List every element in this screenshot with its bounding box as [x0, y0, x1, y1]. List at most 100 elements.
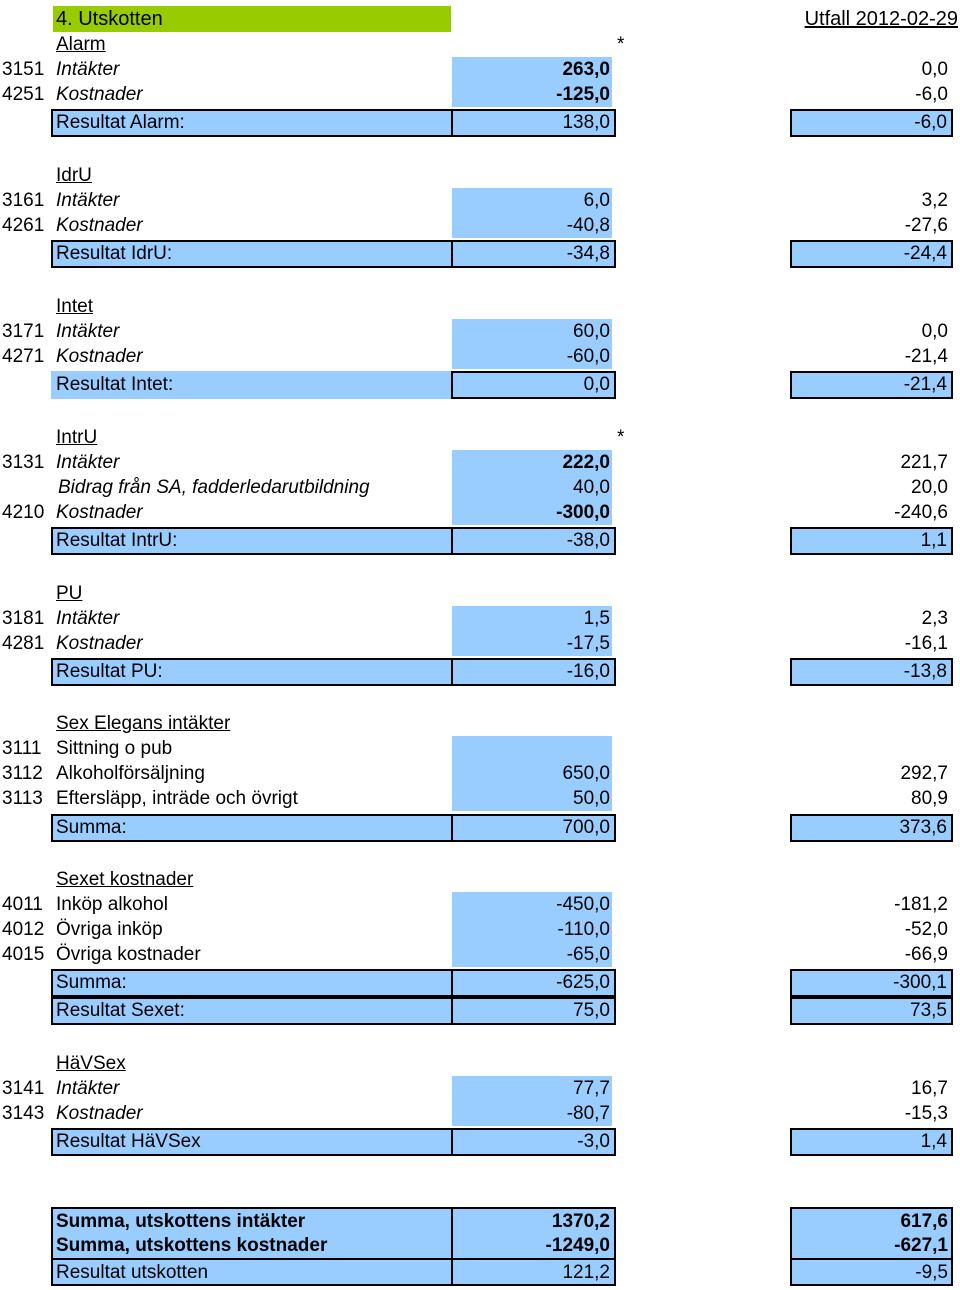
- totals-outcome-box: [790, 1207, 953, 1286]
- result-budget: 138,0: [562, 112, 610, 133]
- result-budget: -3,0: [577, 1131, 610, 1152]
- account-number: 3131: [2, 452, 45, 473]
- result-label-cell: [51, 997, 453, 1025]
- marker-star: *: [617, 34, 625, 55]
- result-outcome-cell: [790, 969, 953, 997]
- budget-cell: [452, 1101, 612, 1126]
- result-label: Resultat IdrU:: [56, 243, 173, 264]
- result-budget-cell: [451, 997, 616, 1025]
- result-outcome: -6,0: [914, 112, 947, 133]
- row-label: Kostnader: [56, 346, 143, 367]
- budget-cell: [452, 319, 612, 344]
- result-budget: 75,0: [573, 1000, 610, 1021]
- row-label: Intäkter: [56, 59, 120, 80]
- result-row: Resultat IntrU: -38,0 1,1: [0, 527, 960, 555]
- section-heading: IntrU: [56, 427, 98, 448]
- title-bar: [53, 6, 451, 32]
- totals-divider: [790, 1258, 953, 1260]
- account-number: 4012: [2, 919, 45, 940]
- result-label-cell: [51, 371, 451, 399]
- result-label-cell: [51, 658, 453, 686]
- section-heading: HäVSex: [56, 1053, 126, 1074]
- budget-value: 222,0: [562, 452, 610, 473]
- table-row: 3151 Intäkter 263,0 0,0: [0, 57, 960, 82]
- account-number: 3113: [2, 788, 43, 809]
- row-label: Intäkter: [56, 608, 120, 629]
- row-label: Kostnader: [56, 84, 143, 105]
- budget-cell: [452, 892, 612, 917]
- table-row: 4210 Kostnader -300,0 -240,6: [0, 500, 960, 525]
- row-label: Intäkter: [56, 452, 120, 473]
- result-budget-cell: [451, 1128, 616, 1156]
- section-heading-row: Sexet kostnader: [0, 867, 960, 892]
- outcome-value: -66,9: [904, 944, 948, 965]
- table-row: 3131 Intäkter 222,0 221,7: [0, 450, 960, 475]
- result-budget-cell: [451, 527, 616, 555]
- budget-cell: [452, 188, 612, 213]
- outcome-value: -9,5: [915, 1262, 948, 1283]
- row-label: Sittning o pub: [56, 738, 173, 759]
- result-budget: -38,0: [566, 530, 610, 551]
- totals-divider: [51, 1258, 616, 1260]
- result-outcome: -300,1: [893, 972, 947, 993]
- section-heading: IdrU: [56, 165, 92, 186]
- budget-cell: [452, 786, 612, 811]
- result-row: Resultat IdrU: -34,8 -24,4: [0, 240, 960, 268]
- table-row: 4251 Kostnader -125,0 -6,0: [0, 82, 960, 107]
- result-budget: -34,8: [566, 243, 610, 264]
- result-budget-cell: [451, 658, 616, 686]
- result-label: Summa:: [56, 817, 127, 838]
- row-label: Kostnader: [56, 502, 143, 523]
- account-number: 3161: [2, 190, 45, 211]
- account-number: 3141: [2, 1078, 45, 1099]
- result-budget: -16,0: [566, 661, 610, 682]
- outcome-value: 617,6: [900, 1211, 948, 1232]
- row-label: Kostnader: [56, 1103, 143, 1124]
- row-label: Summa, utskottens intäkter: [56, 1211, 306, 1232]
- budget-cell: [452, 606, 612, 631]
- section-heading-row: IdrU: [0, 163, 960, 188]
- result-label: Resultat Sexet:: [56, 1000, 185, 1021]
- budget-value: -60,0: [566, 346, 610, 367]
- result-label-cell: [51, 1128, 453, 1156]
- section-heading-row: IntrU *: [0, 425, 960, 450]
- budget-value: -17,5: [566, 633, 610, 654]
- budget-value: -110,0: [557, 919, 610, 940]
- outcome-value: 221,7: [900, 452, 948, 473]
- budget-cell: [452, 475, 612, 500]
- outcome-value: 20,0: [911, 477, 948, 498]
- account-number: 3171: [2, 321, 45, 342]
- table-row: 3141 Intäkter 77,7 16,7: [0, 1076, 960, 1101]
- budget-value: 263,0: [562, 59, 610, 80]
- result-label: Resultat Intet:: [56, 374, 174, 395]
- account-number: 3143: [2, 1103, 45, 1124]
- result-budget-cell: [451, 371, 616, 399]
- row-label: Resultat utskotten: [56, 1262, 209, 1283]
- budget-value: -65,0: [566, 944, 610, 965]
- result-outcome: 1,4: [920, 1131, 947, 1152]
- budget-cell: [452, 82, 612, 107]
- result-row: Resultat Intet: 0,0 -21,4: [0, 371, 960, 399]
- result-label-cell: [51, 109, 453, 137]
- budget-cell: [452, 57, 612, 82]
- budget-value: 77,7: [573, 1078, 610, 1099]
- table-row: 4011 Inköp alkohol -450,0 -181,2: [0, 892, 960, 917]
- table-row: 3111 Sittning o pub: [0, 736, 960, 761]
- table-row: 3161 Intäkter 6,0 3,2: [0, 188, 960, 213]
- budget-value: -80,7: [566, 1103, 610, 1124]
- result-outcome-cell: [790, 371, 953, 399]
- marker-star: *: [617, 427, 625, 448]
- section-heading-row: Intet: [0, 294, 960, 319]
- totals-label-box: [51, 1207, 451, 1286]
- section-heading: Intet: [56, 296, 93, 317]
- totals-income-row: Summa, utskottens intäkter 1370,2 617,6: [0, 1209, 960, 1234]
- result-label: Resultat Alarm:: [56, 112, 185, 133]
- result-outcome: -21,4: [903, 374, 947, 395]
- result-outcome: -13,8: [903, 661, 947, 682]
- account-number: 4261: [2, 215, 45, 236]
- result-budget-cell: [451, 109, 616, 137]
- table-row: 4261 Kostnader -40,8 -27,6: [0, 213, 960, 238]
- result-label-cell: [51, 527, 453, 555]
- account-number: 4281: [2, 633, 45, 654]
- outcome-value: -6,0: [915, 84, 948, 105]
